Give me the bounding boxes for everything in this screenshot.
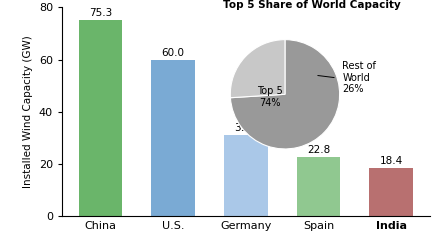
Text: 31.3: 31.3	[234, 123, 257, 133]
Bar	[369, 168, 413, 216]
Text: 75.3: 75.3	[89, 8, 112, 17]
Text: 22.8: 22.8	[307, 145, 330, 155]
Bar	[79, 20, 122, 216]
Title: Top 5 Share of World Capacity: Top 5 Share of World Capacity	[223, 0, 401, 10]
Text: Top 5
74%: Top 5 74%	[257, 86, 283, 108]
Wedge shape	[230, 40, 285, 98]
Text: Rest of
World
26%: Rest of World 26%	[342, 61, 376, 94]
Bar	[152, 60, 195, 216]
Wedge shape	[230, 40, 340, 149]
Text: 60.0: 60.0	[162, 47, 185, 58]
Text: 18.4: 18.4	[380, 156, 403, 166]
Bar	[297, 157, 340, 216]
Bar	[224, 135, 268, 216]
Y-axis label: Installed Wind Capacity (GW): Installed Wind Capacity (GW)	[23, 36, 33, 188]
